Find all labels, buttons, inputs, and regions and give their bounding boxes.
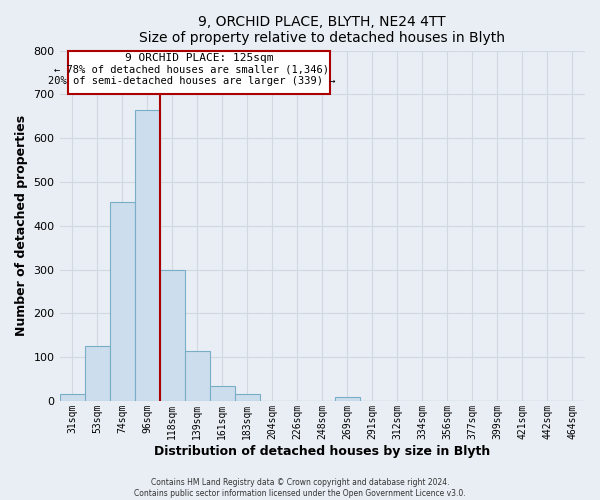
X-axis label: Distribution of detached houses by size in Blyth: Distribution of detached houses by size … bbox=[154, 444, 490, 458]
Bar bbox=[335, 398, 360, 401]
Y-axis label: Number of detached properties: Number of detached properties bbox=[15, 115, 28, 336]
Text: 20% of semi-detached houses are larger (339) →: 20% of semi-detached houses are larger (… bbox=[48, 76, 335, 86]
Bar bbox=[59, 394, 85, 401]
Title: 9, ORCHID PLACE, BLYTH, NE24 4TT
Size of property relative to detached houses in: 9, ORCHID PLACE, BLYTH, NE24 4TT Size of… bbox=[139, 15, 505, 45]
Text: Contains HM Land Registry data © Crown copyright and database right 2024.
Contai: Contains HM Land Registry data © Crown c… bbox=[134, 478, 466, 498]
Bar bbox=[185, 350, 209, 401]
Bar bbox=[160, 270, 185, 401]
Bar bbox=[134, 110, 160, 401]
Bar bbox=[85, 346, 110, 401]
Text: 9 ORCHID PLACE: 125sqm: 9 ORCHID PLACE: 125sqm bbox=[125, 53, 273, 63]
Bar bbox=[235, 394, 260, 401]
FancyBboxPatch shape bbox=[68, 50, 330, 94]
Text: ← 78% of detached houses are smaller (1,346): ← 78% of detached houses are smaller (1,… bbox=[54, 64, 329, 74]
Bar bbox=[110, 202, 134, 401]
Bar bbox=[209, 386, 235, 401]
